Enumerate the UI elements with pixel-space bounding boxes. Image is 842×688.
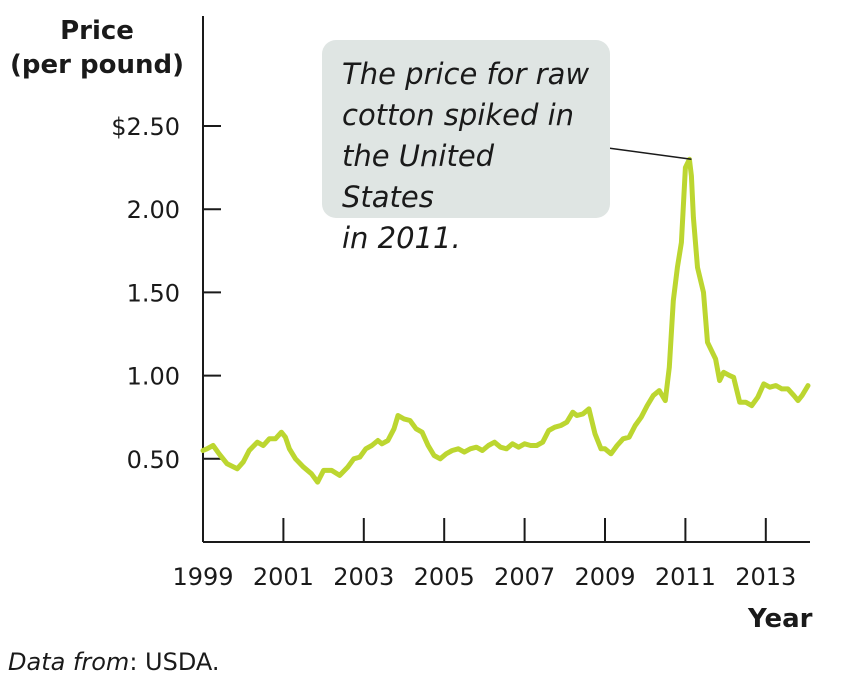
x-tick-label: 2007 xyxy=(494,563,555,591)
x-tick-label: 2013 xyxy=(735,563,796,591)
x-tick-label: 2003 xyxy=(333,563,394,591)
annotation-callout: The price for raw cotton spiked in the U… xyxy=(322,40,610,255)
x-axis-title: Year xyxy=(748,604,813,634)
y-tick-label: 1.50 xyxy=(127,279,180,307)
y-tick-label: 1.00 xyxy=(127,363,180,391)
x-tick-label: 1999 xyxy=(172,563,233,591)
y-axis-title-line1: Price xyxy=(60,16,134,46)
x-tick-label: 2011 xyxy=(655,563,716,591)
y-axis-title: Price (per pound) xyxy=(8,14,186,82)
x-tick-label: 2001 xyxy=(253,563,314,591)
annotation-leader-line xyxy=(607,147,692,161)
y-axis-title-line2: (per pound) xyxy=(10,50,184,80)
y-axis-ticks: 0.50 1.00 1.50 2.00 $2.50 xyxy=(111,113,221,474)
y-tick-label: 2.00 xyxy=(127,196,180,224)
x-tick-label: 2009 xyxy=(574,563,635,591)
x-axis-ticks: 1999 2001 2003 2005 2007 2009 2011 2013 xyxy=(172,518,796,591)
price-series-line xyxy=(200,156,811,485)
y-tick-label: 0.50 xyxy=(127,446,180,474)
x-tick-label: 2005 xyxy=(414,563,475,591)
source-label: Data from xyxy=(8,648,130,676)
y-tick-label: $2.50 xyxy=(111,113,180,141)
source-text: : USDA. xyxy=(129,648,220,676)
source-note: Data from: USDA. xyxy=(8,648,220,676)
